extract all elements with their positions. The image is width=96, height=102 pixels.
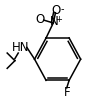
Text: +: + — [56, 15, 62, 24]
Text: O: O — [36, 13, 45, 26]
Text: F: F — [63, 86, 70, 99]
Text: N: N — [50, 15, 59, 28]
Text: -: - — [60, 4, 64, 14]
Text: O: O — [51, 4, 60, 17]
Text: HN: HN — [12, 41, 29, 54]
